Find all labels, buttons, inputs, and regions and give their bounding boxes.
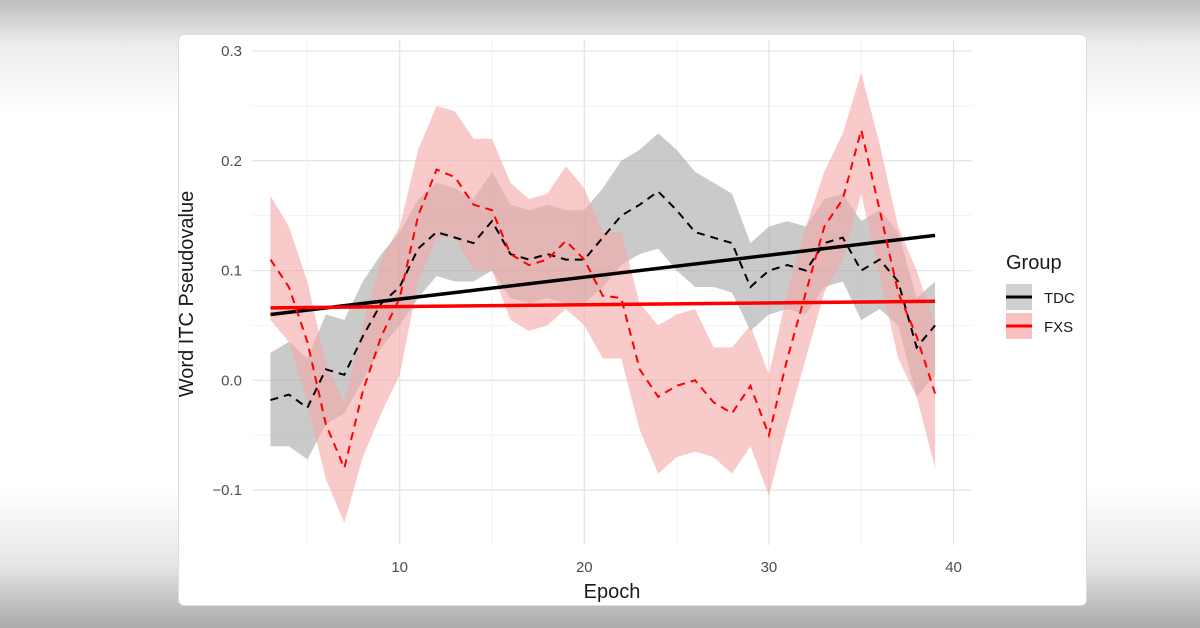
legend-item-tdc: TDC xyxy=(1006,284,1075,310)
y-tick-label: 0.2 xyxy=(221,153,242,170)
tdc-trend-line xyxy=(270,233,936,317)
y-tick-label: 0.0 xyxy=(221,372,242,389)
x-tick-label: 30 xyxy=(761,559,778,576)
x-tick-label: 40 xyxy=(945,559,962,576)
legend-item-fxs: FXS xyxy=(1006,313,1073,339)
y-axis-title: Word ITC Pseudovalue xyxy=(176,191,198,397)
x-axis-title: Epoch xyxy=(584,581,641,603)
series-lines xyxy=(269,129,937,472)
legend-label-tdc: TDC xyxy=(1044,290,1075,307)
x-tick-label: 10 xyxy=(391,559,408,576)
legend-label-fxs: FXS xyxy=(1044,319,1073,336)
legend-title: Group xyxy=(1006,252,1062,274)
tick-labels: 10 20 30 40 −0.1 0.0 0.1 0.2 0.3 xyxy=(212,43,962,576)
y-tick-label: 0.1 xyxy=(221,263,242,280)
fxs-confidence-band xyxy=(270,72,936,524)
legend: Group TDC FXS xyxy=(1006,252,1075,339)
tdc-mean-line xyxy=(270,190,936,410)
fxs-trend-line xyxy=(270,299,936,310)
fxs-mean-line xyxy=(269,129,937,472)
x-tick-label: 20 xyxy=(576,559,593,576)
y-tick-label: 0.3 xyxy=(221,43,242,60)
y-tick-label: −0.1 xyxy=(212,482,242,499)
confidence-bands xyxy=(270,72,936,524)
